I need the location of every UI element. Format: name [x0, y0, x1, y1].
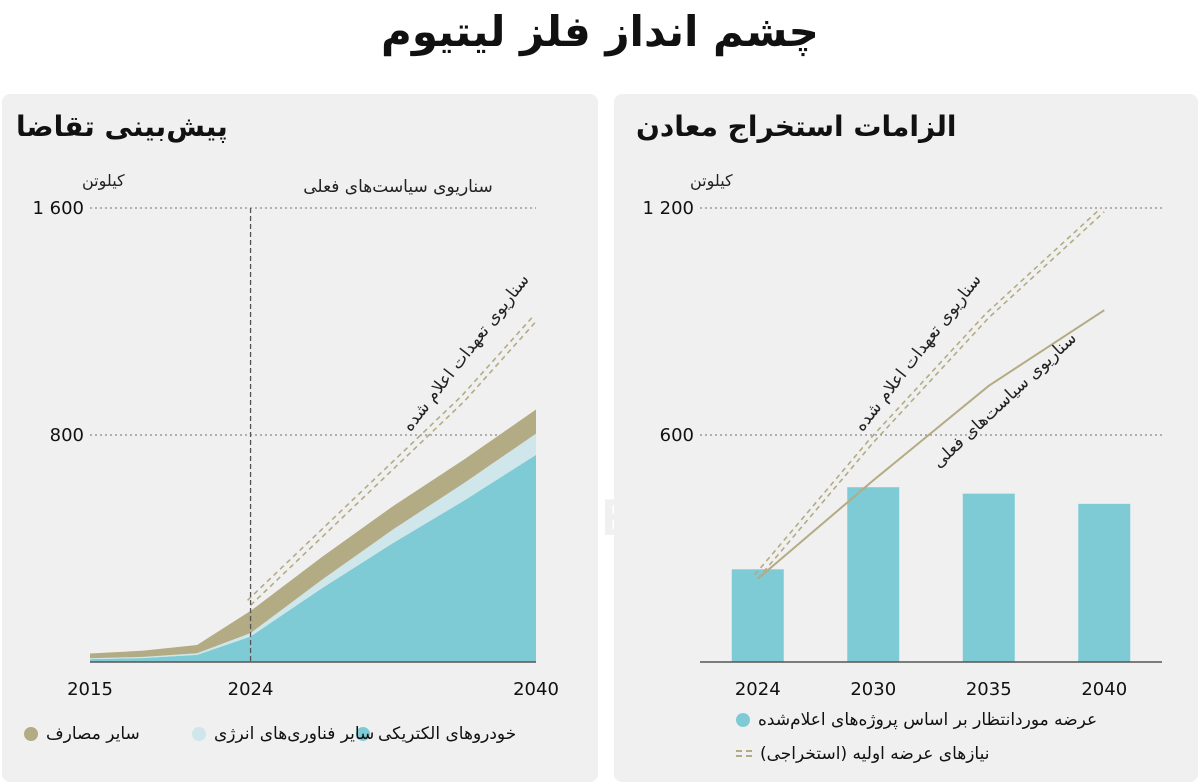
bar-2035 — [962, 493, 1015, 662]
legend-label-primary-supply-needs: نیازهای عرضه اولیه (استخراجی) — [760, 744, 990, 764]
x-tick-label: 2015 — [67, 679, 113, 700]
annotation-announced-pledges: سناریوی تعهدات اعلام شده — [399, 270, 534, 435]
x-tick-label: 2040 — [513, 679, 559, 700]
mining-chart: کیلوتن 1 200 600 2024 2030 2035 2040 سناریوی تع… — [642, 171, 1162, 700]
legend-item-other-uses: سایر مصارف — [24, 724, 140, 744]
main-title: چشم انداز فلز لیتیوم — [381, 7, 819, 56]
x-tick-label: 2024 — [735, 679, 781, 700]
legend-label-expected-supply: عرضه موردانتظار بر اساس پروژه‌های اعلام‌… — [758, 710, 1098, 730]
y-tick-label: 1 200 — [642, 198, 694, 219]
legend-label-other-uses: سایر مصارف — [46, 724, 140, 744]
legend-item-primary-supply-needs: نیازهای عرضه اولیه (استخراجی) — [736, 744, 989, 764]
x-tick-label: 2030 — [850, 679, 896, 700]
legend-label-energy-tech: سایر فناوری‌های انرژی — [214, 724, 375, 744]
mining-panel-title: الزامات استخراج معادن — [636, 110, 957, 143]
legend-swatch-primary-supply-needs — [736, 749, 752, 759]
x-tick-label: 2024 — [228, 679, 274, 700]
area-series-0 — [90, 454, 536, 662]
legend-swatch-other-uses — [24, 727, 38, 741]
demand-panel-title: پیش‌بینی تقاضا — [16, 110, 228, 143]
legend-label-ev: خودروهای الکتریکی — [378, 724, 517, 744]
y-axis-unit-label: کیلوتن — [690, 171, 733, 191]
legend-item-expected-supply: عرضه موردانتظار بر اساس پروژه‌های اعلام‌… — [736, 710, 1097, 730]
demand-chart: کیلوتن 1 600 800 2015 2024 2040 سناریوی سیاست‌… — [32, 171, 559, 700]
legend-item-energy-tech: سایر فناوری‌های انرژی — [192, 724, 374, 744]
dashed-pledges-line-b — [754, 207, 1102, 576]
y-tick-label: 600 — [660, 425, 694, 446]
legend-swatch-expected-supply — [736, 713, 750, 727]
dashed-scenario-line-b — [247, 315, 534, 601]
demand-forecast-panel: پیش‌بینی تقاضا کیلوتن 1 600 800 2015 2024 204… — [2, 94, 598, 782]
mining-requirements-panel: الزامات استخراج معادن کیلوتن 1 200 600 2024… — [614, 94, 1198, 782]
annotation-current-policy: سناریوی سیاست‌های فعلی — [303, 177, 492, 197]
legend-swatch-energy-tech — [192, 727, 206, 741]
bar-2040 — [1078, 503, 1131, 662]
legend-item-ev: خودروهای الکتریکی — [356, 724, 516, 744]
legend-swatch-ev — [356, 727, 370, 741]
dashed-pledges-line-a — [757, 211, 1105, 580]
solid-current-policy-line — [757, 309, 1105, 580]
y-tick-label: 1 600 — [32, 198, 84, 219]
x-tick-label: 2035 — [966, 679, 1012, 700]
dashed-scenario-line-a — [250, 320, 537, 606]
x-tick-label: 2040 — [1081, 679, 1127, 700]
annotation-announced-pledges: سناریوی تعهدات اعلام شده — [851, 270, 986, 435]
y-axis-unit-label: کیلوتن — [82, 171, 125, 191]
bar-2024 — [731, 569, 784, 662]
bar-2030 — [847, 487, 900, 662]
y-tick-label: 800 — [50, 425, 84, 446]
